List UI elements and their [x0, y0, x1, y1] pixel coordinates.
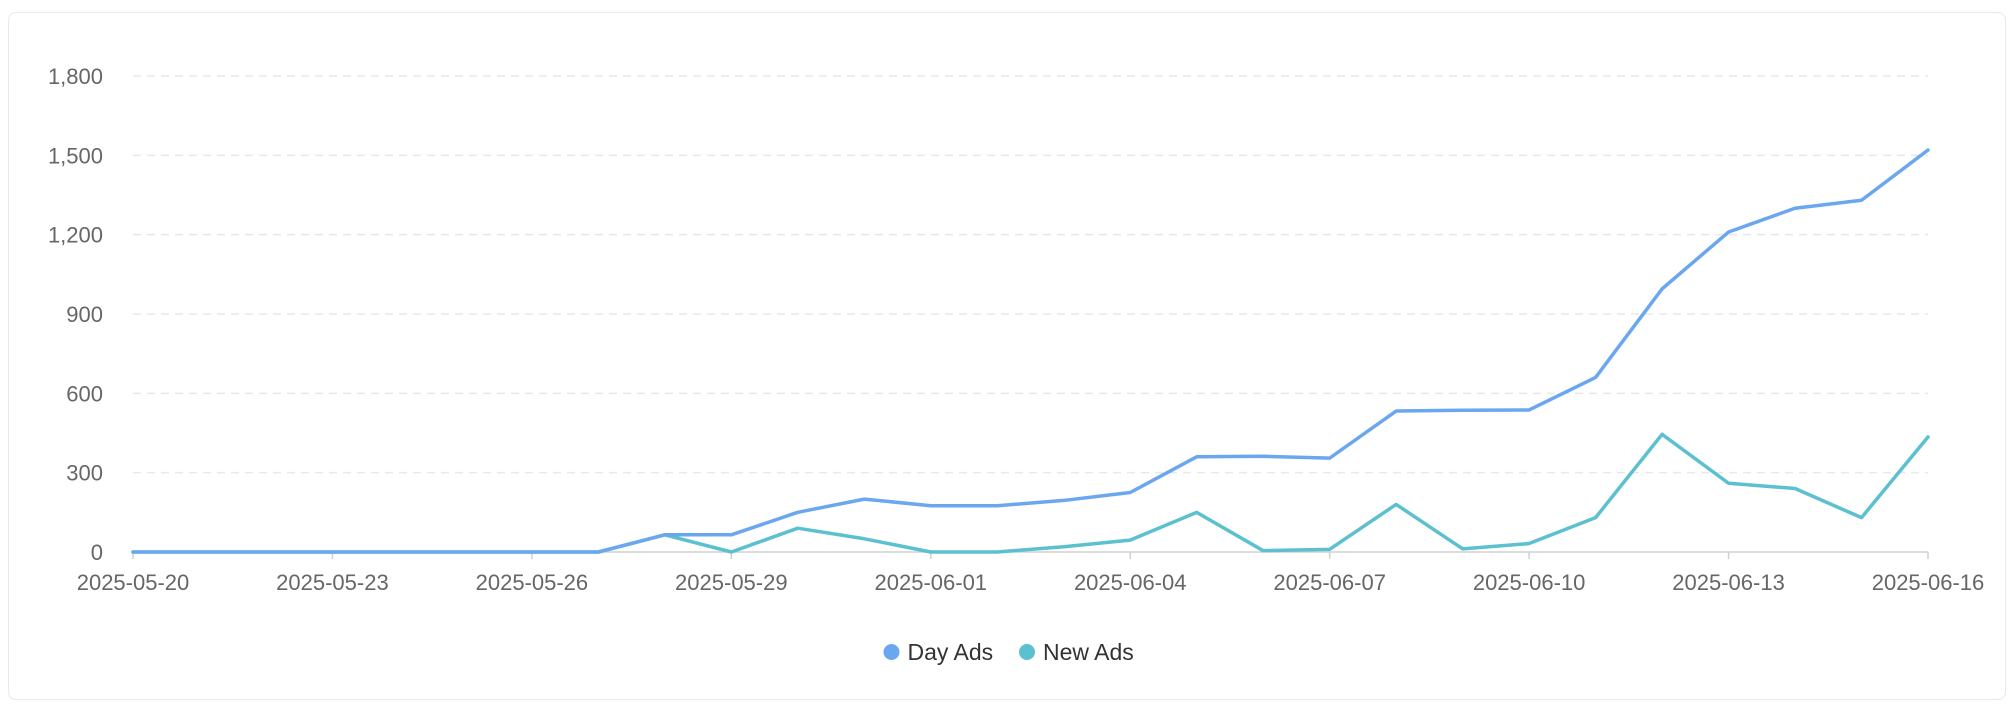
x-tick-label: 2025-06-13: [1672, 570, 1785, 595]
series-lines: [131, 148, 1930, 554]
x-tick-label: 2025-06-07: [1273, 570, 1386, 595]
legend-item-day-ads[interactable]: Day Ads: [883, 639, 994, 665]
legend-label: New Ads: [1043, 639, 1134, 665]
y-tick-label: 600: [66, 381, 103, 406]
y-tick-label: 1,500: [48, 143, 103, 168]
x-tick-label: 2025-05-26: [476, 570, 589, 595]
legend-marker: [1019, 644, 1035, 660]
y-axis-tick-labels: 0 300 600 900 1,200 1,500 1,800: [48, 64, 103, 565]
x-tick-label: 2025-06-04: [1074, 570, 1187, 595]
chart-card: [8, 12, 2006, 700]
x-tick-label: 2025-05-20: [77, 570, 190, 595]
legend-label: Day Ads: [908, 639, 994, 665]
y-tick-label: 0: [91, 540, 103, 565]
x-tick-label: 2025-05-23: [276, 570, 389, 595]
x-tick-label: 2025-06-01: [875, 570, 988, 595]
series-line-new-ads: [131, 432, 1930, 554]
y-tick-label: 1,200: [48, 223, 103, 248]
x-tick-label: 2025-06-16: [1872, 570, 1985, 595]
y-tick-label: 900: [66, 302, 103, 327]
x-tick-label: 2025-06-10: [1473, 570, 1586, 595]
grid-lines: [133, 75, 1928, 474]
legend-item-new-ads[interactable]: New Ads: [1019, 639, 1134, 665]
y-tick-label: 1,800: [48, 64, 103, 89]
y-tick-label: 300: [66, 461, 103, 486]
series-line-day-ads: [131, 148, 1930, 554]
legend: Day Ads New Ads: [883, 639, 1134, 665]
x-tick-label: 2025-05-29: [675, 570, 788, 595]
x-axis-tick-labels: 2025-05-20 2025-05-23 2025-05-26 2025-05-29…: [77, 570, 1985, 595]
legend-marker: [883, 644, 900, 660]
